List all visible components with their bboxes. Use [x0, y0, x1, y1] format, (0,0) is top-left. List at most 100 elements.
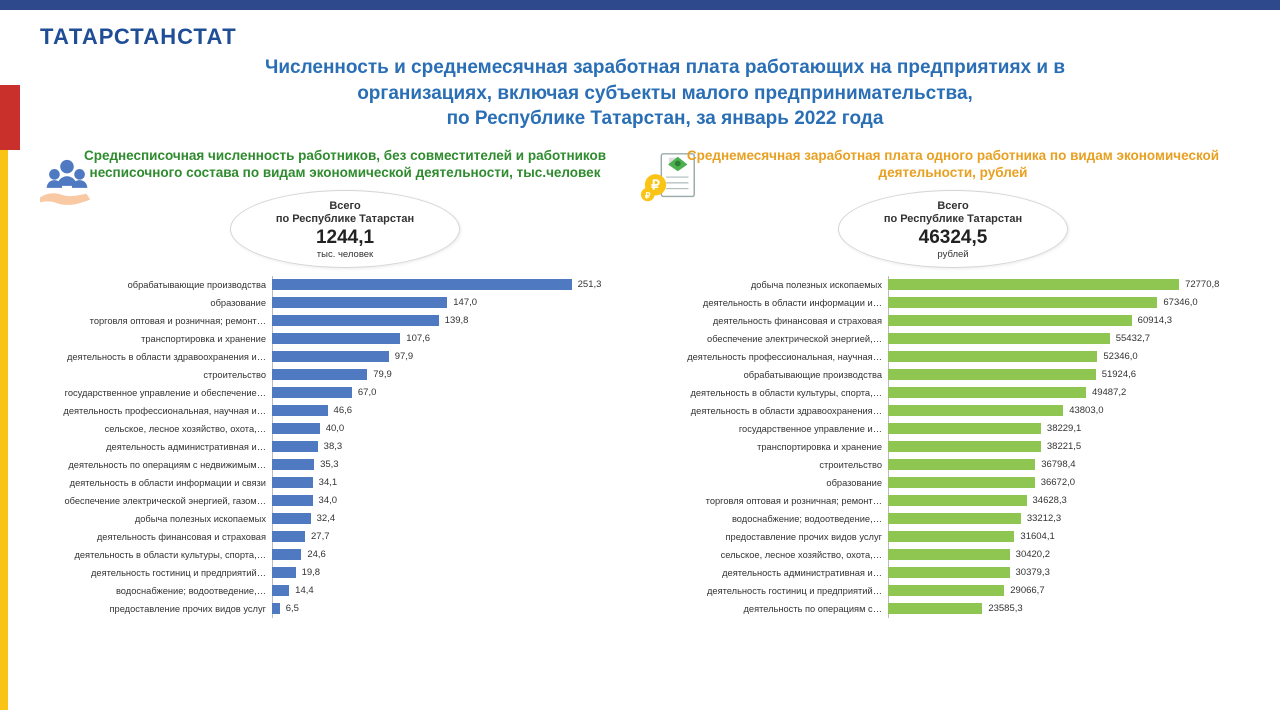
bar-wrap: 251,3 [272, 279, 640, 290]
bar-wrap: 38,3 [272, 441, 640, 452]
bar-value: 36798,4 [1041, 459, 1075, 470]
bar-wrap: 6,5 [272, 603, 640, 614]
bar-wrap: 30379,3 [888, 567, 1248, 578]
bar-value: 51924,6 [1102, 369, 1136, 380]
bar [888, 423, 1041, 434]
bar [888, 495, 1027, 506]
total-unit: тыс. человек [241, 249, 449, 260]
bar [272, 441, 318, 452]
bar [888, 603, 982, 614]
bar-value: 34628,3 [1033, 495, 1067, 506]
bar-row: обеспечение электрической энергией,…5543… [658, 330, 1248, 348]
category-label: деятельность в области здравоохранения… [658, 406, 888, 416]
bar-row: государственное управление и…38229,1 [658, 420, 1248, 438]
bar-value: 14,4 [295, 585, 314, 596]
category-label: деятельность профессиональная, научная… [658, 352, 888, 362]
bar-wrap: 147,0 [272, 297, 640, 308]
bar-wrap: 29066,7 [888, 585, 1248, 596]
bar-row: деятельность в области информации и…6734… [658, 294, 1248, 312]
bar-wrap: 79,9 [272, 369, 640, 380]
bar-value: 38,3 [324, 441, 343, 452]
total-label: Всего [241, 200, 449, 212]
bar-row: деятельность профессиональная, научная и… [50, 402, 640, 420]
bar-wrap: 32,4 [272, 513, 640, 524]
bar-row: предоставление прочих видов услуг6,5 [50, 600, 640, 618]
right-subtitle: Среднемесячная заработная плата одного р… [683, 148, 1223, 182]
bar-value: 251,3 [578, 279, 602, 290]
bar [888, 585, 1004, 596]
bar [272, 297, 447, 308]
bar [888, 531, 1014, 542]
bar-value: 34,1 [319, 477, 338, 488]
category-label: обеспечение электрической энергией,… [658, 334, 888, 344]
category-label: деятельность финансовая и страховая [50, 532, 272, 542]
right-panel: Среднемесячная заработная плата одного р… [658, 148, 1248, 618]
bar [888, 297, 1157, 308]
employment-bar-chart: обрабатывающие производства251,3образова… [50, 276, 640, 618]
bar-value: 107,6 [406, 333, 430, 344]
bar-value: 147,0 [453, 297, 477, 308]
bar [272, 423, 320, 434]
bar [888, 477, 1035, 488]
bar-row: водоснабжение; водоотведение,…14,4 [50, 582, 640, 600]
bar-value: 30420,2 [1016, 549, 1050, 560]
bar-value: 32,4 [317, 513, 336, 524]
bar-row: деятельность по операциям с…23585,3 [658, 600, 1248, 618]
bar-row: деятельность административная и… 38,3 [50, 438, 640, 456]
category-label: деятельность административная и… [50, 442, 272, 452]
category-label: деятельность гостиниц и предприятий… [50, 568, 272, 578]
bar-value: 67,0 [358, 387, 377, 398]
category-label: деятельность по операциям с… [658, 604, 888, 614]
bar-row: обрабатывающие производства51924,6 [658, 366, 1248, 384]
bar-value: 52346,0 [1103, 351, 1137, 362]
bar-value: 24,6 [307, 549, 326, 560]
bar-wrap: 38221,5 [888, 441, 1248, 452]
category-label: добыча полезных ископаемых [658, 280, 888, 290]
bar-row: деятельность в области информации и связ… [50, 474, 640, 492]
bar-wrap: 14,4 [272, 585, 640, 596]
bar [272, 351, 389, 362]
bar-wrap: 67,0 [272, 387, 640, 398]
category-label: деятельность по операциям с недвижимым… [50, 460, 272, 470]
bar-row: торговля оптовая и розничная; ремонт…139… [50, 312, 640, 330]
category-label: образование [658, 478, 888, 488]
bar-wrap: 19,8 [272, 567, 640, 578]
bar-wrap: 34,1 [272, 477, 640, 488]
bar-row: деятельность профессиональная, научная… 5… [658, 348, 1248, 366]
bar-row: обеспечение электрической энергией, газо… [50, 492, 640, 510]
bar-row: строительство36798,4 [658, 456, 1248, 474]
left-panel: Среднесписочная численность работников, … [50, 148, 640, 618]
bar-value: 19,8 [302, 567, 321, 578]
category-label: деятельность профессиональная, научная и… [50, 406, 272, 416]
bar-value: 139,8 [445, 315, 469, 326]
bar-wrap: 34,0 [272, 495, 640, 506]
bar-wrap: 35,3 [272, 459, 640, 470]
category-label: деятельность в области информации и связ… [50, 478, 272, 488]
bar [888, 351, 1097, 362]
category-label: добыча полезных ископаемых [50, 514, 272, 524]
category-label: деятельность в области культуры, спорта,… [658, 388, 888, 398]
bar-value: 43803,0 [1069, 405, 1103, 416]
salary-bar-chart: добыча полезных ископаемых72770,8деятель… [658, 276, 1248, 618]
bar-wrap: 36798,4 [888, 459, 1248, 470]
total-value: 1244,1 [241, 227, 449, 249]
bar-row: деятельность финансовая и страховая60914… [658, 312, 1248, 330]
category-label: государственное управление и обеспечение… [50, 388, 272, 398]
bar [888, 459, 1035, 470]
category-label: торговля оптовая и розничная; ремонт… [658, 496, 888, 506]
bar-row: деятельность в области культуры, спорта,… [658, 384, 1248, 402]
bar-wrap: 38229,1 [888, 423, 1248, 434]
bar-row: деятельность в области здравоохранения… 4… [658, 402, 1248, 420]
bar [888, 315, 1132, 326]
bar [272, 495, 313, 506]
bar-wrap: 23585,3 [888, 603, 1248, 614]
bar-value: 31604,1 [1020, 531, 1054, 542]
bar [272, 549, 301, 560]
bar-wrap: 49487,2 [888, 387, 1248, 398]
category-label: деятельность в области культуры, спорта,… [50, 550, 272, 560]
bar-row: государственное управление и обеспечение… [50, 384, 640, 402]
bar [272, 315, 439, 326]
bar [888, 279, 1179, 290]
bar-wrap: 27,7 [272, 531, 640, 542]
bar [272, 567, 296, 578]
